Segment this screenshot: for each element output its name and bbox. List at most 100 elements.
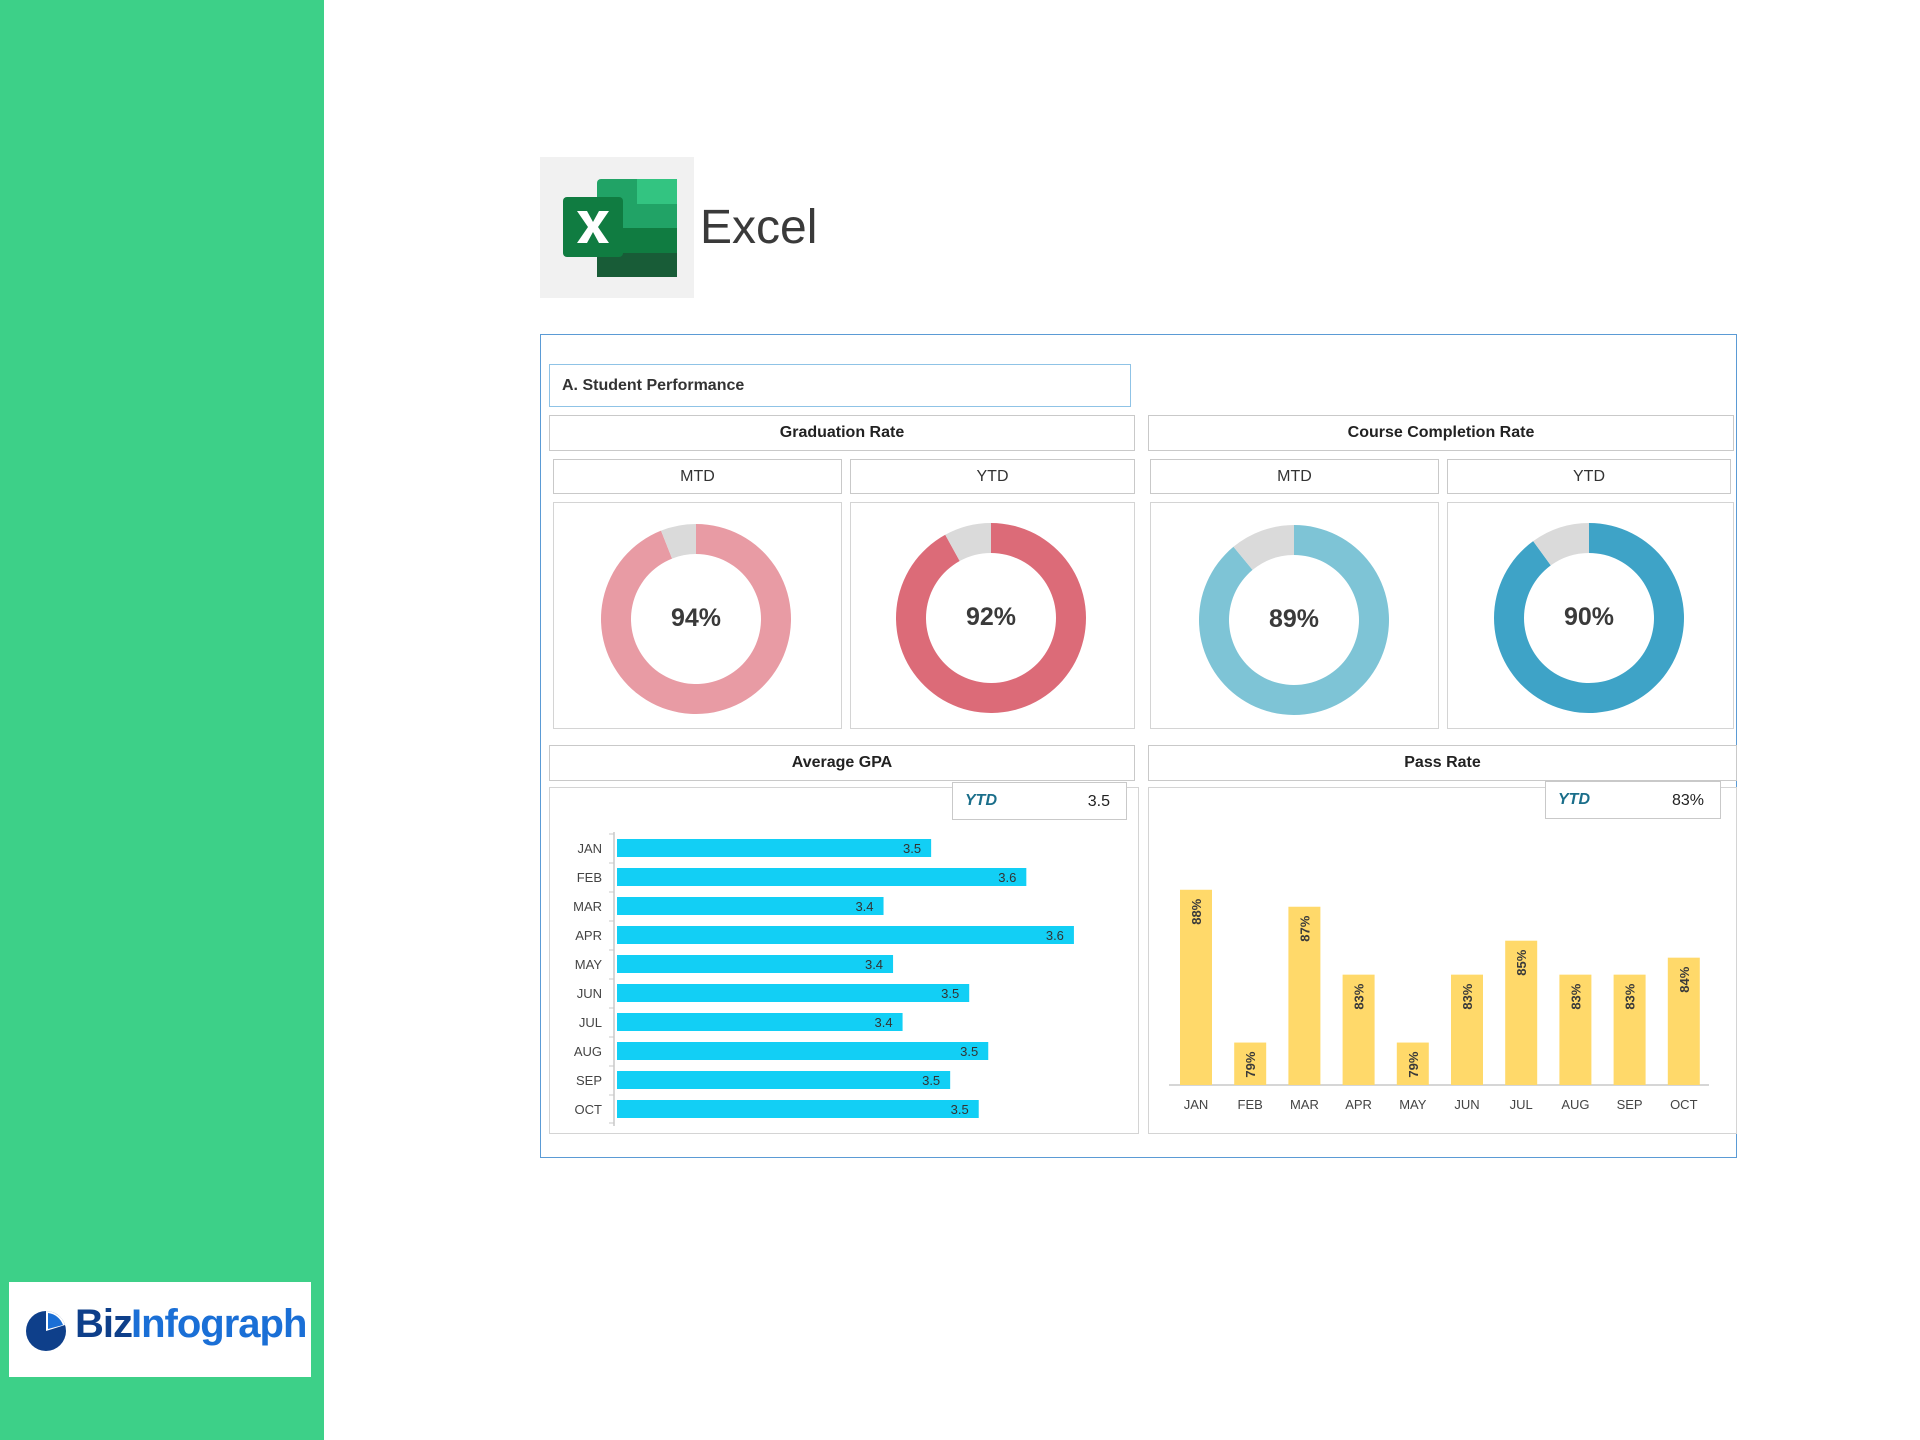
gpa-bar-value: 3.4 (855, 899, 873, 914)
excel-app-tile (540, 157, 694, 298)
pass-ytd-box: YTD 83% (1545, 781, 1721, 819)
gpa-ytd-label: YTD (965, 792, 997, 809)
brand-name-infograph: Infograph (131, 1302, 307, 1346)
gpa-bar-value: 3.6 (1046, 928, 1064, 943)
course-ytd-label: YTD (1447, 459, 1731, 494)
graduation-rate-header: Graduation Rate (549, 415, 1135, 451)
pass-month-label: OCT (1670, 1097, 1698, 1112)
donut-remainder-segment (661, 524, 696, 559)
graduation-mtd-value: 94% (670, 604, 722, 632)
sidebar: Biz Infograph (0, 0, 324, 1440)
pass-month-label: SEP (1617, 1097, 1643, 1112)
brand-name-biz: Biz (75, 1302, 133, 1346)
gpa-bar (617, 1042, 989, 1060)
pass-bar-value: 87% (1297, 915, 1312, 941)
pass-month-label: JUL (1510, 1097, 1533, 1112)
graduation-ytd-donut (896, 523, 1086, 713)
pass-bar-value: 79% (1243, 1051, 1258, 1077)
gpa-bar (617, 984, 970, 1002)
pie-logo-icon (26, 1311, 66, 1351)
course-ytd-panel: 90% (1447, 502, 1734, 729)
pass-bar-value: 83% (1568, 983, 1583, 1009)
pass-bar (1342, 974, 1375, 1085)
pass-month-label: MAR (1290, 1097, 1319, 1112)
gpa-bar-value: 3.6 (998, 870, 1016, 885)
pass-bar-value: 79% (1406, 1051, 1421, 1077)
pass-bar-value: 83% (1460, 983, 1475, 1009)
course-mtd-panel: 89% (1150, 502, 1439, 729)
gpa-bar (617, 1013, 903, 1031)
gpa-bar-value: 3.5 (960, 1044, 978, 1059)
pass-ytd-label: YTD (1558, 791, 1590, 808)
gpa-bar (617, 868, 1027, 886)
gpa-month-label: JUL (579, 1015, 602, 1030)
gpa-month-label: FEB (577, 870, 602, 885)
pass-month-label: APR (1345, 1097, 1372, 1112)
gpa-month-label: JAN (577, 841, 602, 856)
pass-rate-chart: 88% JAN 79% FEB 87% MAR 83% APR 79% MAY 83% JUN 85% J… (1169, 889, 1709, 1112)
gpa-ytd-box: YTD 3.5 (952, 782, 1127, 820)
pass-month-label: MAY (1399, 1097, 1427, 1112)
gpa-bar (617, 897, 884, 915)
gpa-month-label: OCT (575, 1102, 603, 1117)
graduation-ytd-panel: 92% (850, 502, 1135, 729)
gpa-bar (617, 1100, 979, 1118)
course-mtd-donut (1199, 525, 1389, 715)
brand-logo-box: Biz Infograph (9, 1282, 311, 1377)
app-title: Excel (700, 201, 818, 254)
donut-value-segment (601, 524, 791, 714)
donut-remainder-segment (945, 523, 991, 562)
gpa-bar (617, 926, 1074, 944)
gpa-bar-value: 3.4 (865, 957, 883, 972)
average-gpa-header: Average GPA (549, 745, 1135, 781)
section-title: A. Student Performance (549, 364, 1131, 407)
dashboard-frame: A. Student Performance Graduation Rate M… (540, 334, 1737, 1158)
pass-month-label: JAN (1184, 1097, 1209, 1112)
gpa-month-label: JUN (577, 986, 602, 1001)
gpa-bar-value: 3.5 (951, 1102, 969, 1117)
pass-bar (1288, 906, 1321, 1085)
average-gpa-panel: JAN 3.5 FEB 3.6 MAR 3.4 APR 3.6 MAY 3.4 JUN 3.5 JUL 3… (549, 787, 1139, 1134)
course-ytd-value: 90% (1563, 603, 1615, 631)
graduation-mtd-donut (601, 524, 791, 714)
donut-value-segment (1199, 525, 1389, 715)
pass-bar (1234, 1042, 1267, 1085)
pass-bar (1396, 1042, 1429, 1085)
donut-remainder-segment (1533, 523, 1589, 566)
gpa-bar-value: 3.5 (922, 1073, 940, 1088)
gpa-bar-value: 3.5 (903, 841, 921, 856)
pass-bar (1451, 974, 1483, 1085)
excel-icon (563, 179, 677, 277)
gpa-bar (617, 1071, 951, 1089)
gpa-bar (617, 955, 894, 973)
pass-bar (1667, 957, 1700, 1085)
pass-bar (1180, 889, 1212, 1085)
graduation-mtd-panel: 94% (553, 502, 842, 729)
pass-month-label: JUN (1454, 1097, 1479, 1112)
donut-value-segment (1494, 523, 1684, 713)
pass-bar-value: 88% (1189, 898, 1204, 924)
pass-bar (1559, 974, 1592, 1085)
pass-month-label: AUG (1561, 1097, 1589, 1112)
graduation-mtd-label: MTD (553, 459, 842, 494)
gpa-month-label: MAR (573, 899, 602, 914)
average-gpa-chart: JAN 3.5 FEB 3.6 MAR 3.4 APR 3.6 MAY 3.4 JUN 3.5 JUL 3… (573, 832, 1074, 1126)
gpa-month-label: SEP (576, 1073, 602, 1088)
gpa-ytd-value: 3.5 (1087, 793, 1110, 810)
gpa-bar (617, 839, 932, 857)
graduation-ytd-value: 92% (965, 603, 1017, 631)
gpa-month-label: APR (575, 928, 602, 943)
pass-bar-value: 83% (1623, 983, 1638, 1009)
pass-rate-panel: 88% JAN 79% FEB 87% MAR 83% APR 79% MAY 83% JUN 85% J… (1148, 787, 1737, 1134)
course-mtd-label: MTD (1150, 459, 1439, 494)
course-mtd-value: 89% (1268, 605, 1320, 633)
course-ytd-donut (1494, 523, 1684, 713)
pass-bar-value: 85% (1514, 949, 1529, 975)
pass-bar (1505, 940, 1538, 1085)
pass-bar-value: 83% (1352, 983, 1367, 1009)
gpa-bar-value: 3.4 (874, 1015, 892, 1030)
gpa-bar-value: 3.5 (941, 986, 959, 1001)
pass-rate-header: Pass Rate (1148, 745, 1737, 781)
gpa-month-label: MAY (575, 957, 603, 972)
gpa-month-label: AUG (574, 1044, 602, 1059)
